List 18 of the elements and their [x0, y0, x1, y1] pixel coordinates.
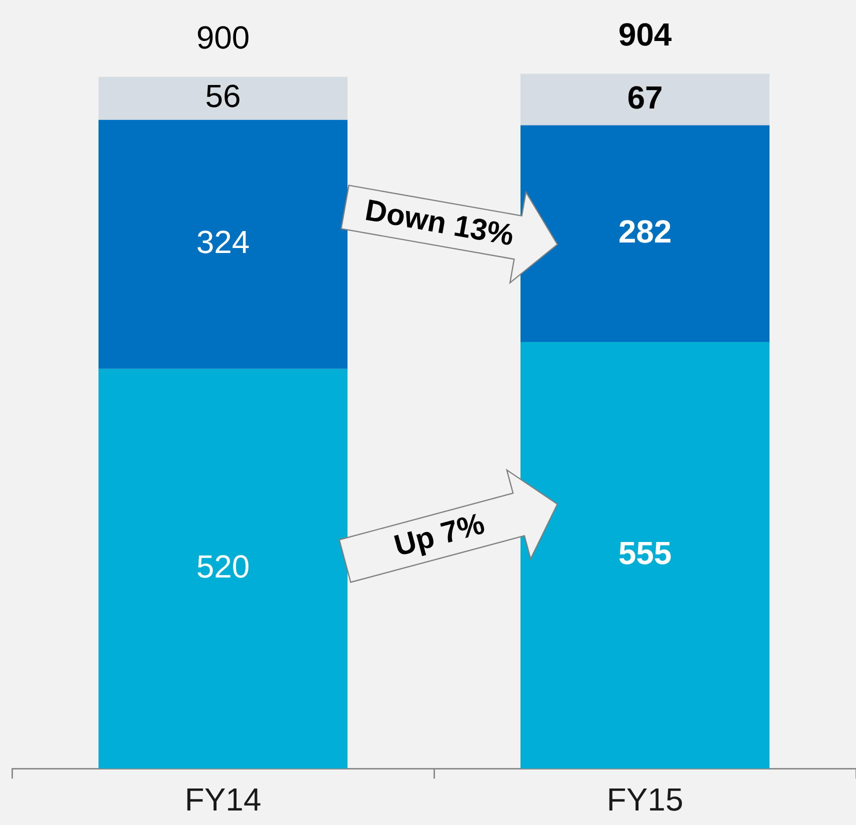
data-label: 67	[627, 79, 663, 116]
data-label: 555	[618, 535, 672, 572]
data-label: 282	[618, 213, 672, 250]
total-label: 904	[618, 16, 672, 53]
bar	[520, 74, 770, 126]
x-tick-label: FY15	[606, 782, 684, 818]
data-label: 56	[205, 78, 241, 114]
bar	[520, 342, 770, 769]
total-label: 900	[196, 20, 250, 56]
data-label: 324	[196, 224, 250, 260]
bar	[98, 76, 348, 120]
bar	[98, 368, 348, 769]
bar	[98, 120, 348, 369]
bar	[520, 125, 770, 342]
annotation: Up 7%	[391, 507, 488, 563]
data-label: 520	[196, 548, 250, 585]
annotation: Down 13%	[363, 194, 517, 252]
x-tick-label: FY14	[184, 782, 262, 818]
